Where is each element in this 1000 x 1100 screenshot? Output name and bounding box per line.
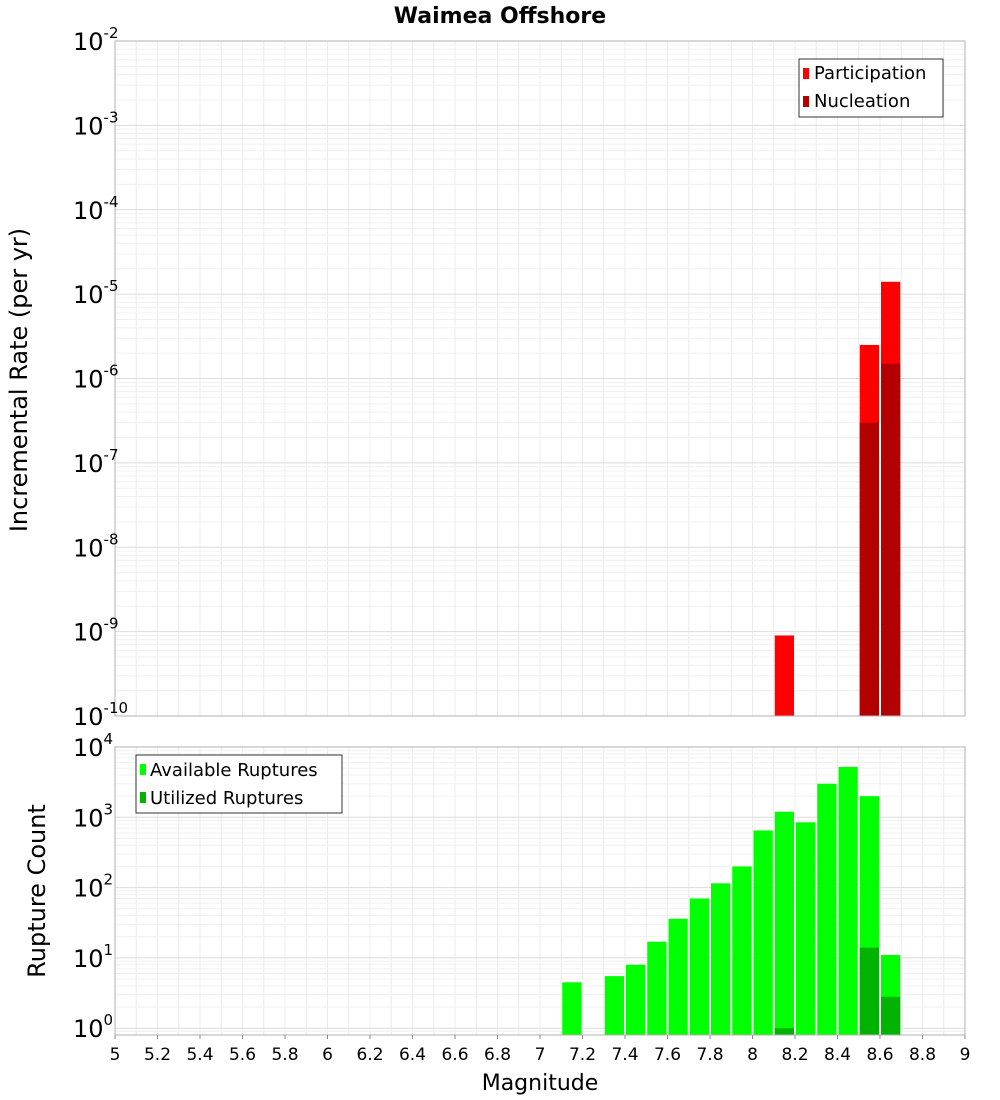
bar-available-ruptures: [711, 883, 731, 1035]
bar-available-ruptures: [689, 898, 709, 1035]
x-tick-label: 5: [110, 1045, 121, 1065]
rate-bars: [774, 281, 901, 716]
y-tick-label: 10-6: [73, 362, 119, 394]
x-axis-label: Magnitude: [482, 1071, 599, 1096]
x-tick-label: 8: [747, 1045, 758, 1065]
x-tick-label: 8.2: [781, 1045, 808, 1065]
rate-y-ticks: 10-2 10-3 10-4 10-5 10-6 10-7 10-8 10-9 10-10: [73, 24, 128, 731]
bar-available-ruptures: [838, 766, 858, 1035]
y-tick-label: 10-3: [73, 108, 119, 140]
rate-plot-frame: [114, 40, 966, 717]
bar-available-ruptures: [604, 976, 624, 1035]
x-tick-label: 9: [960, 1045, 971, 1065]
x-tick-label: 5.4: [186, 1045, 213, 1065]
bar-available-ruptures: [647, 941, 667, 1035]
bar-available-ruptures: [668, 918, 688, 1035]
y-tick-label: 10-8: [73, 530, 119, 562]
x-tick-label: 6.2: [356, 1045, 383, 1065]
y-tick-label: 103: [73, 800, 113, 832]
bar-nucleation: [859, 422, 879, 716]
bar-available-ruptures: [732, 866, 752, 1035]
y-tick-label: 101: [73, 941, 113, 973]
y-tick-label: 10-5: [73, 277, 119, 309]
x-tick-label: 8.6: [866, 1045, 893, 1065]
bar-available-ruptures: [753, 830, 773, 1035]
x-tick-label: 7: [535, 1045, 546, 1065]
legend-utilized-ruptures: Utilized Ruptures: [150, 788, 303, 809]
x-tick-label: 7.8: [696, 1045, 723, 1065]
bar-available-ruptures: [562, 982, 582, 1035]
legend-nucleation: Nucleation: [814, 91, 910, 112]
y-tick-label: 104: [73, 730, 113, 762]
x-tick-label: 7.4: [611, 1045, 638, 1065]
y-tick-label: 10-4: [73, 193, 119, 225]
rate-y-axis-label: Incremental Rate (per yr): [5, 228, 33, 532]
y-tick-label: 10-2: [73, 24, 119, 56]
count-bars: [562, 766, 901, 1035]
legend-available-ruptures: Available Ruptures: [150, 760, 318, 781]
bar-available-ruptures: [626, 964, 646, 1035]
bar-utilized-ruptures: [881, 996, 901, 1035]
legend-participation: Participation: [814, 63, 926, 84]
count-legend: Available Ruptures Utilized Ruptures: [135, 754, 343, 814]
y-tick-label: 10-10: [73, 699, 128, 731]
bar-nucleation: [881, 363, 901, 716]
y-tick-label: 100: [73, 1011, 113, 1043]
nucleation-swatch: [803, 96, 809, 107]
x-tick-label: 5.2: [144, 1045, 171, 1065]
y-tick-label: 102: [73, 871, 113, 903]
magnitude-x-ticks: 5 5.2 5.4 5.6 5.8 6 6.2 6.4 6.6 6.8 7 7.2 7.4 7.6 7.8 8…: [110, 1035, 971, 1065]
bar-utilized-ruptures: [859, 947, 879, 1035]
available-swatch: [140, 764, 146, 775]
bar-utilized-ruptures: [774, 1028, 794, 1035]
x-tick-label: 8.8: [909, 1045, 936, 1065]
bar-available-ruptures: [774, 811, 794, 1035]
utilized-swatch: [140, 792, 146, 803]
x-tick-label: 7.6: [654, 1045, 681, 1065]
y-tick-label: 10-9: [73, 615, 119, 647]
rate-legend: Participation Nucleation: [798, 58, 944, 118]
x-tick-label: 6.4: [399, 1045, 426, 1065]
y-tick-label: 10-7: [73, 446, 119, 478]
x-tick-label: 6.8: [484, 1045, 511, 1065]
count-y-ticks: 104 103 102 101 100: [73, 730, 113, 1043]
x-tick-label: 7.2: [569, 1045, 596, 1065]
bar-participation: [774, 635, 794, 716]
bar-available-ruptures: [817, 783, 837, 1035]
chart-title: Waimea Offshore: [394, 4, 606, 29]
bar-available-ruptures: [796, 822, 816, 1035]
count-legend-box: [135, 754, 343, 814]
x-tick-label: 5.8: [271, 1045, 298, 1065]
x-tick-label: 5.6: [229, 1045, 256, 1065]
count-panel: 104 103 102 101 100 5 5.2 5.4 5.6 5.8 6 6.2 6.4 6.6 6…: [23, 730, 970, 1096]
rate-panel: Waimea Offshore 10-2 10-3 10-4 10-5 10-6 10-7…: [5, 4, 966, 731]
x-tick-label: 6.6: [441, 1045, 468, 1065]
count-y-axis-label: Rupture Count: [23, 804, 51, 978]
participation-swatch: [803, 68, 809, 79]
rate-legend-box: [798, 58, 944, 118]
rate-gridlines: [114, 40, 966, 717]
x-tick-label: 8.4: [824, 1045, 851, 1065]
x-tick-label: 6: [322, 1045, 333, 1065]
